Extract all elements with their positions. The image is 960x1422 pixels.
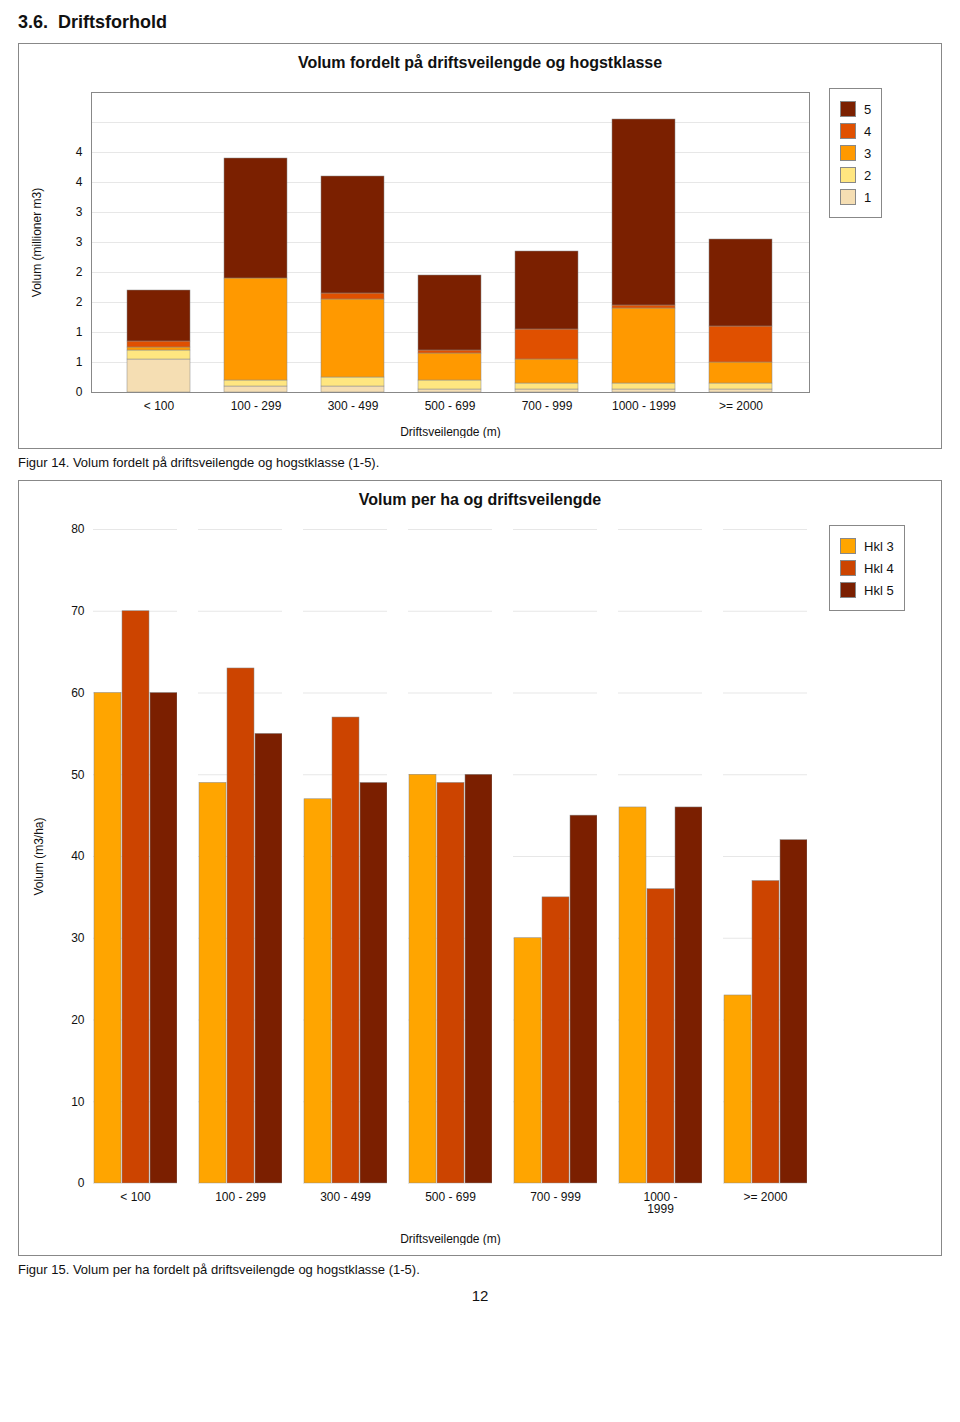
svg-text:3: 3 bbox=[76, 235, 83, 249]
svg-text:60: 60 bbox=[71, 686, 85, 700]
html-text:Figur 14. Volum fordelt på dri: Figur 14. Volum fordelt på driftsveileng… bbox=[18, 455, 380, 470]
svg-text:1: 1 bbox=[76, 355, 83, 369]
svg-text:700 - 999: 700 - 999 bbox=[522, 399, 573, 413]
html-text:4: 4 bbox=[864, 123, 872, 139]
svg-text:70: 70 bbox=[71, 604, 85, 618]
html-text:2: 2 bbox=[864, 167, 872, 183]
html-text:Hkl 5: Hkl 5 bbox=[864, 582, 894, 598]
svg-text:< 100: < 100 bbox=[144, 399, 175, 413]
html-text:3: 3 bbox=[864, 145, 872, 161]
html-text:Volum fordelt på driftsveileng: Volum fordelt på driftsveilengde og hogs… bbox=[297, 54, 663, 71]
html-text:1: 1 bbox=[864, 189, 872, 205]
svg-text:20: 20 bbox=[71, 1013, 85, 1027]
svg-text:300 - 499: 300 - 499 bbox=[320, 1190, 371, 1204]
html-text:Figur 15. Volum per ha fordelt: Figur 15. Volum per ha fordelt på drifts… bbox=[18, 1262, 420, 1277]
svg-text:100 - 299: 100 - 299 bbox=[215, 1190, 266, 1204]
svg-text:500 - 699: 500 - 699 bbox=[425, 1190, 476, 1204]
svg-text:1: 1 bbox=[76, 325, 83, 339]
svg-text:700 - 999: 700 - 999 bbox=[530, 1190, 581, 1204]
svg-text:80: 80 bbox=[71, 522, 85, 536]
html-text:Hkl 4: Hkl 4 bbox=[864, 560, 894, 576]
svg-text:500 - 699: 500 - 699 bbox=[425, 399, 476, 413]
svg-text:300 - 499: 300 - 499 bbox=[328, 399, 379, 413]
svg-text:>= 2000: >= 2000 bbox=[743, 1190, 787, 1204]
html-text:5: 5 bbox=[864, 101, 872, 117]
svg-text:Volum (millioner m3): Volum (millioner m3) bbox=[30, 188, 44, 297]
svg-text:100 - 299: 100 - 299 bbox=[231, 399, 282, 413]
html-text:3.6. Driftsforhold: 3.6. Driftsforhold bbox=[18, 12, 167, 32]
svg-text:0: 0 bbox=[78, 1176, 85, 1190]
svg-text:0: 0 bbox=[76, 385, 83, 399]
svg-text:1000 -1999: 1000 -1999 bbox=[643, 1190, 677, 1216]
svg-text:1000 - 1999: 1000 - 1999 bbox=[612, 399, 676, 413]
svg-text:3: 3 bbox=[76, 205, 83, 219]
html-text:12: 12 bbox=[471, 1287, 489, 1304]
svg-text:Volum (m3/ha): Volum (m3/ha) bbox=[32, 817, 46, 895]
svg-text:10: 10 bbox=[71, 1095, 85, 1109]
svg-text:50: 50 bbox=[71, 768, 85, 782]
svg-text:2: 2 bbox=[76, 265, 83, 279]
svg-text:< 100: < 100 bbox=[120, 1190, 151, 1204]
svg-text:2: 2 bbox=[76, 295, 83, 309]
svg-text:Driftsveilengde (m): Driftsveilengde (m) bbox=[400, 425, 501, 439]
svg-text:4: 4 bbox=[76, 175, 83, 189]
svg-text:30: 30 bbox=[71, 931, 85, 945]
svg-text:>= 2000: >= 2000 bbox=[719, 399, 763, 413]
html-text:Hkl 3: Hkl 3 bbox=[864, 538, 894, 554]
svg-text:40: 40 bbox=[71, 849, 85, 863]
html-text:Volum per ha og driftsveilengd: Volum per ha og driftsveilengde bbox=[358, 491, 602, 508]
svg-text:4: 4 bbox=[76, 145, 83, 159]
svg-text:Driftsveilengde (m): Driftsveilengde (m) bbox=[400, 1232, 501, 1246]
